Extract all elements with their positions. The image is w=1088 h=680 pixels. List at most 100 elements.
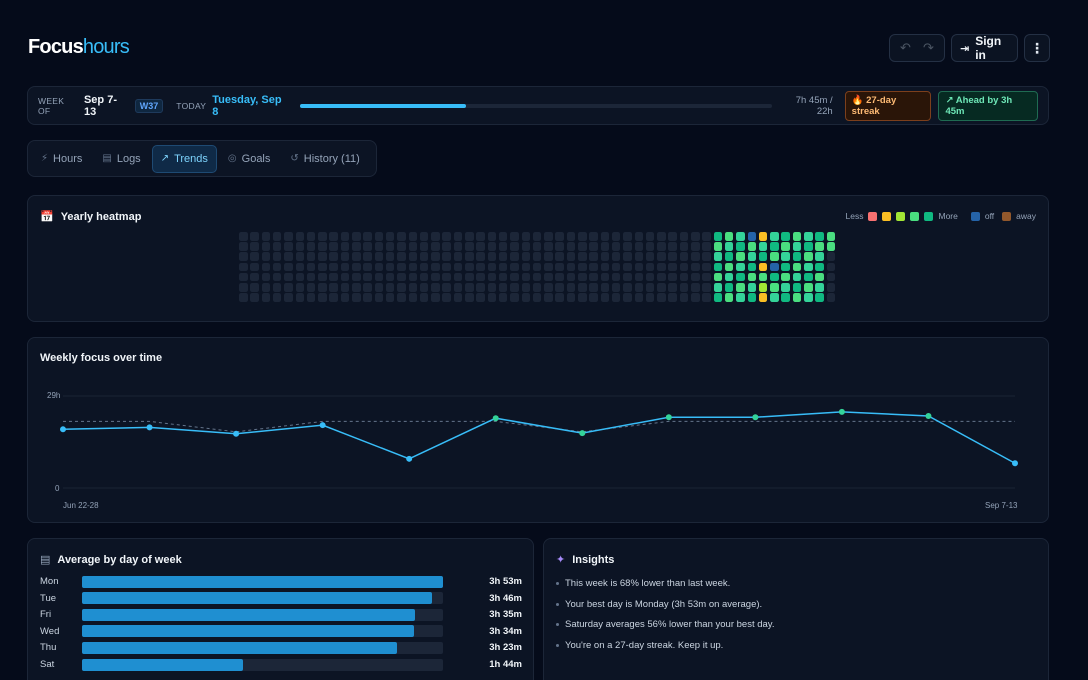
heatmap-cell[interactable]: [498, 272, 508, 282]
heatmap-cell[interactable]: [724, 242, 734, 251]
heatmap-cell[interactable]: [318, 272, 327, 282]
heatmap-cell[interactable]: [295, 272, 304, 282]
heatmap-cell[interactable]: [600, 293, 610, 302]
heatmap-cell[interactable]: [815, 232, 824, 241]
heatmap-cell[interactable]: [498, 242, 508, 251]
heatmap-cell[interactable]: [668, 293, 677, 302]
heatmap-cell[interactable]: [657, 252, 666, 261]
focus-point[interactable]: [925, 412, 932, 419]
heatmap-cell[interactable]: [487, 283, 497, 292]
heatmap-cell[interactable]: [295, 293, 304, 302]
heatmap-cell[interactable]: [521, 262, 530, 272]
heatmap-cell[interactable]: [724, 272, 734, 282]
heatmap-cell[interactable]: [691, 262, 700, 272]
heatmap-cell[interactable]: [691, 293, 700, 302]
heatmap-cell[interactable]: [352, 272, 361, 282]
heatmap-cell[interactable]: [623, 242, 632, 251]
heatmap-cell[interactable]: [329, 272, 338, 282]
heatmap-cell[interactable]: [431, 262, 440, 272]
heatmap-cell[interactable]: [385, 232, 395, 241]
tab-logs[interactable]: ▤ Logs: [93, 145, 149, 173]
heatmap-cell[interactable]: [679, 283, 689, 292]
heatmap-cell[interactable]: [284, 293, 293, 302]
heatmap-cell[interactable]: [566, 293, 576, 302]
heatmap-cell[interactable]: [555, 242, 564, 251]
heatmap-cell[interactable]: [431, 242, 440, 251]
heatmap-cell[interactable]: [374, 242, 384, 251]
heatmap-cell[interactable]: [510, 242, 519, 251]
heatmap-cell[interactable]: [408, 232, 417, 241]
heatmap-cell[interactable]: [826, 272, 836, 282]
heatmap-cell[interactable]: [385, 252, 395, 261]
heatmap-cell[interactable]: [385, 262, 395, 272]
heatmap-cell[interactable]: [498, 293, 508, 302]
heatmap-cell[interactable]: [465, 262, 474, 272]
heatmap-cell[interactable]: [679, 262, 689, 272]
heatmap-cell[interactable]: [804, 262, 813, 272]
heatmap-cell[interactable]: [702, 283, 711, 292]
heatmap-cell[interactable]: [363, 283, 372, 292]
heatmap-cell[interactable]: [250, 242, 259, 251]
heatmap-cell[interactable]: [295, 232, 304, 241]
heatmap-cell[interactable]: [600, 262, 610, 272]
heatmap-cell[interactable]: [679, 272, 689, 282]
heatmap-cell[interactable]: [702, 293, 711, 302]
heatmap-cell[interactable]: [397, 242, 406, 251]
heatmap-cell[interactable]: [419, 272, 429, 282]
heatmap-cell[interactable]: [487, 262, 497, 272]
heatmap-cell[interactable]: [408, 262, 417, 272]
heatmap-cell[interactable]: [815, 252, 824, 261]
tab-goals[interactable]: ◎ Goals: [219, 145, 279, 173]
heatmap-cell[interactable]: [770, 252, 779, 261]
heatmap-cell[interactable]: [453, 293, 463, 302]
heatmap-cell[interactable]: [284, 242, 293, 251]
heatmap-cell[interactable]: [306, 293, 316, 302]
heatmap-cell[interactable]: [736, 272, 745, 282]
heatmap-cell[interactable]: [589, 283, 598, 292]
heatmap-cell[interactable]: [702, 262, 711, 272]
heatmap-cell[interactable]: [702, 232, 711, 241]
heatmap-cell[interactable]: [532, 272, 542, 282]
heatmap-cell[interactable]: [408, 293, 417, 302]
heatmap-cell[interactable]: [544, 252, 553, 261]
heatmap-cell[interactable]: [826, 283, 836, 292]
heatmap-cell[interactable]: [645, 232, 655, 241]
heatmap-cell[interactable]: [419, 283, 429, 292]
heatmap-cell[interactable]: [329, 262, 338, 272]
heatmap-cell[interactable]: [724, 232, 734, 241]
heatmap-cell[interactable]: [363, 252, 372, 261]
heatmap-cell[interactable]: [340, 283, 350, 292]
heatmap-cell[interactable]: [770, 272, 779, 282]
heatmap-cell[interactable]: [397, 252, 406, 261]
heatmap-cell[interactable]: [498, 252, 508, 261]
heatmap-cell[interactable]: [442, 242, 451, 251]
heatmap-cell[interactable]: [566, 232, 576, 241]
heatmap-cell[interactable]: [532, 252, 542, 261]
heatmap-cell[interactable]: [611, 262, 621, 272]
heatmap-cell[interactable]: [306, 283, 316, 292]
heatmap-cell[interactable]: [645, 262, 655, 272]
heatmap-cell[interactable]: [770, 293, 779, 302]
heatmap-cell[interactable]: [826, 293, 836, 302]
heatmap-cell[interactable]: [634, 242, 643, 251]
heatmap-cell[interactable]: [352, 283, 361, 292]
heatmap-cell[interactable]: [747, 283, 756, 292]
heatmap-cell[interactable]: [623, 232, 632, 241]
heatmap-cell[interactable]: [476, 262, 485, 272]
heatmap-cell[interactable]: [498, 283, 508, 292]
heatmap-cell[interactable]: [442, 232, 451, 241]
heatmap-cell[interactable]: [397, 272, 406, 282]
heatmap-cell[interactable]: [272, 242, 282, 251]
heatmap-cell[interactable]: [645, 252, 655, 261]
heatmap-cell[interactable]: [340, 252, 350, 261]
heatmap-cell[interactable]: [385, 242, 395, 251]
heatmap-cell[interactable]: [544, 272, 553, 282]
heatmap-cell[interactable]: [318, 242, 327, 251]
focus-point[interactable]: [233, 430, 240, 437]
heatmap-cell[interactable]: [600, 252, 610, 261]
heatmap-cell[interactable]: [747, 252, 756, 261]
heatmap-cell[interactable]: [487, 242, 497, 251]
heatmap-cell[interactable]: [736, 242, 745, 251]
heatmap-cell[interactable]: [623, 252, 632, 261]
heatmap-cell[interactable]: [555, 283, 564, 292]
